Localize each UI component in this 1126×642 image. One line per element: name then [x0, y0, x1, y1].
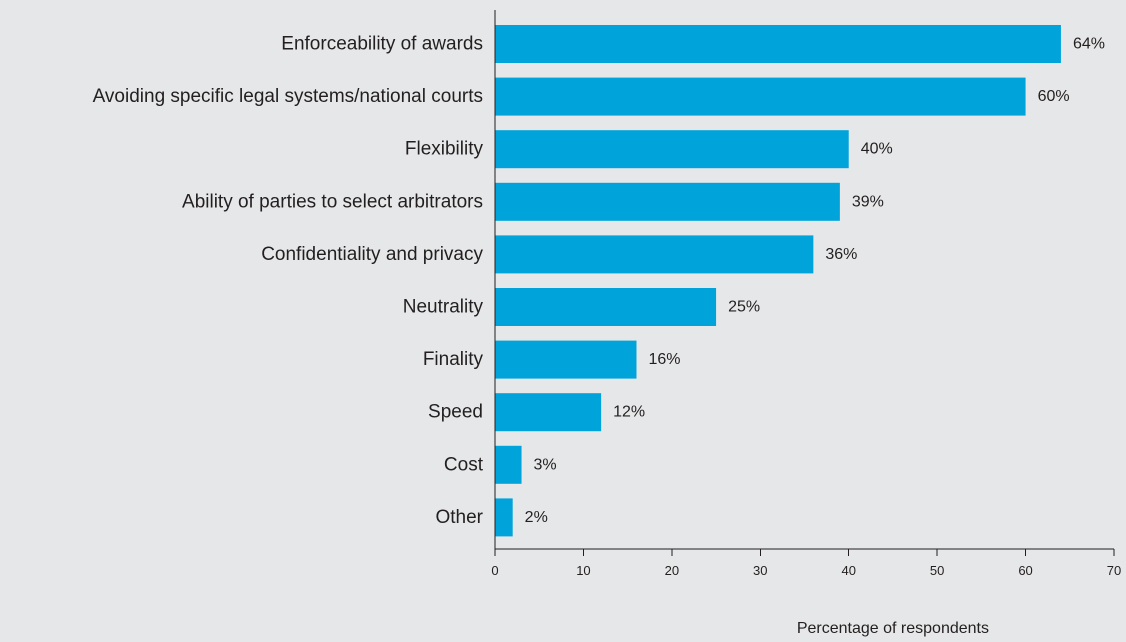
bar	[495, 182, 840, 221]
x-tick-label: 60	[1018, 563, 1032, 578]
category-label: Speed	[428, 402, 483, 423]
bar	[495, 25, 1061, 63]
bar	[495, 498, 513, 537]
value-label: 36%	[825, 246, 857, 263]
value-label: 2%	[525, 509, 548, 526]
value-label: 3%	[534, 456, 557, 473]
value-label: 64%	[1073, 36, 1105, 53]
bar	[495, 445, 522, 484]
value-label: 25%	[728, 299, 760, 316]
bar	[495, 77, 1026, 116]
x-tick-label: 20	[665, 563, 679, 578]
x-tick-label: 0	[491, 563, 498, 578]
category-label: Avoiding specific legal systems/national…	[93, 86, 483, 107]
x-tick-label: 30	[753, 563, 767, 578]
value-labels: 64% 60% 40% 39% 36% 25% 16% 12% 3% 2%	[525, 36, 1105, 526]
category-label: Confidentiality and privacy	[261, 244, 483, 265]
x-tick-label: 50	[930, 563, 944, 578]
category-label: Cost	[444, 454, 484, 475]
bar	[495, 235, 814, 274]
category-label: Finality	[423, 349, 484, 370]
value-label: 12%	[613, 404, 645, 421]
x-tick-label: 70	[1107, 563, 1121, 578]
x-tick-label: 40	[841, 563, 855, 578]
bar	[495, 340, 637, 379]
category-label: Neutrality	[403, 297, 484, 318]
category-label: Other	[435, 507, 483, 528]
bars-group	[495, 25, 1061, 537]
category-labels: Enforceability of awards Avoiding specifi…	[93, 34, 484, 528]
bar	[495, 130, 849, 169]
value-label: 39%	[852, 193, 884, 210]
category-label: Flexibility	[405, 139, 484, 160]
x-axis-ticks: 0 10 20 30 40 50 60 70	[491, 549, 1121, 578]
bar	[495, 288, 717, 326]
value-label: 40%	[861, 141, 893, 158]
bar	[495, 393, 602, 432]
x-tick-label: 10	[576, 563, 590, 578]
x-axis-title: Percentage of respondents	[797, 620, 989, 637]
category-label: Enforceability of awards	[281, 34, 483, 55]
value-label: 16%	[648, 351, 680, 368]
category-label: Ability of parties to select arbitrators	[182, 191, 483, 212]
value-label: 60%	[1038, 88, 1070, 105]
